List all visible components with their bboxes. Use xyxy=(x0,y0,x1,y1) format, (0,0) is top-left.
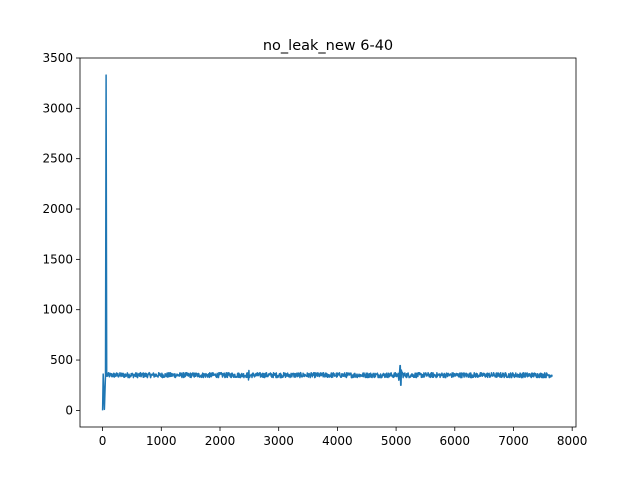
x-tick-label: 1000 xyxy=(146,434,177,448)
y-tick-label: 0 xyxy=(65,403,73,417)
y-tick-label: 2500 xyxy=(42,152,73,166)
axes-frame xyxy=(79,57,577,428)
x-tick-label: 5000 xyxy=(381,434,412,448)
y-tick-label: 3000 xyxy=(42,101,73,115)
x-tick-label: 4000 xyxy=(322,434,353,448)
y-axis: 0 500 1000 1500 2000 2500 3000 3500 xyxy=(42,51,80,417)
y-tick-label: 500 xyxy=(50,353,73,367)
y-tick-label: 1000 xyxy=(42,303,73,317)
x-axis: 0 1000 2000 3000 4000 5000 6000 7000 8000 xyxy=(99,427,588,448)
x-tick-label: 7000 xyxy=(498,434,529,448)
series-line xyxy=(101,74,553,411)
y-tick-label: 3500 xyxy=(42,51,73,65)
y-tick-label: 2000 xyxy=(42,202,73,216)
y-tick-label: 1500 xyxy=(42,252,73,266)
x-tick-label: 6000 xyxy=(440,434,471,448)
plot-area xyxy=(101,74,553,411)
x-tick-label: 3000 xyxy=(263,434,294,448)
chart-title: no_leak_new 6-40 xyxy=(263,38,393,54)
x-tick-label: 0 xyxy=(99,434,107,448)
x-tick-label: 8000 xyxy=(557,434,588,448)
x-tick-label: 2000 xyxy=(205,434,236,448)
